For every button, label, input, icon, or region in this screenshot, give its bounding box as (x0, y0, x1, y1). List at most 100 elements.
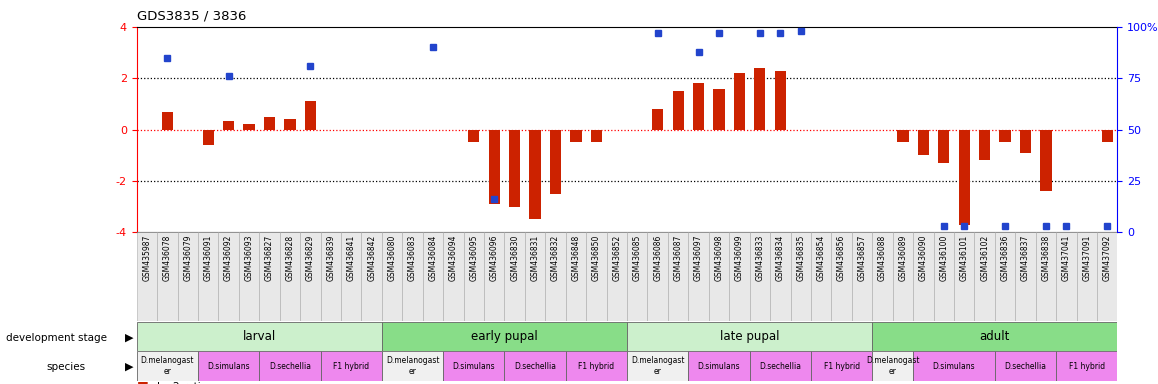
Text: log2 ratio: log2 ratio (157, 382, 207, 384)
Bar (628, 322, 872, 351)
Bar (872, 322, 1117, 351)
Text: GSM436083: GSM436083 (408, 235, 417, 281)
Bar (529, 130, 541, 220)
Text: GSM436831: GSM436831 (530, 235, 540, 281)
Text: GSM436848: GSM436848 (571, 235, 580, 281)
Bar (382, 351, 444, 381)
Bar (484, 232, 505, 321)
Bar (914, 351, 995, 381)
Text: F1 hybrid: F1 hybrid (578, 362, 615, 371)
Bar (586, 232, 607, 321)
Bar (137, 322, 382, 351)
Text: GSM436832: GSM436832 (551, 235, 560, 281)
Bar (749, 351, 811, 381)
Bar (974, 232, 995, 321)
Text: D.simulans: D.simulans (698, 362, 740, 371)
Bar (463, 232, 484, 321)
Text: GSM436099: GSM436099 (735, 235, 743, 281)
Bar (938, 130, 950, 163)
Text: GSM436094: GSM436094 (449, 235, 457, 281)
Bar (713, 89, 725, 130)
Bar (872, 351, 914, 381)
Text: ▶: ▶ (125, 362, 133, 372)
Text: GSM436101: GSM436101 (960, 235, 969, 281)
Bar (444, 351, 505, 381)
Bar (647, 232, 668, 321)
Bar (1056, 351, 1117, 381)
Bar (305, 101, 316, 130)
Bar (239, 232, 259, 321)
Bar (1040, 130, 1051, 191)
Bar (999, 130, 1011, 142)
Text: GSM436089: GSM436089 (899, 235, 908, 281)
Bar (811, 351, 872, 381)
Text: ■: ■ (137, 379, 148, 384)
Bar (775, 71, 786, 130)
Bar (177, 232, 198, 321)
Bar (137, 232, 157, 321)
Bar (468, 130, 479, 142)
Text: GDS3835 / 3836: GDS3835 / 3836 (137, 10, 245, 23)
Bar (709, 232, 730, 321)
Bar (280, 232, 300, 321)
Text: GSM436085: GSM436085 (632, 235, 642, 281)
Text: GSM436093: GSM436093 (244, 235, 254, 281)
Text: GSM436827: GSM436827 (265, 235, 274, 281)
Text: development stage: development stage (6, 333, 107, 343)
Bar (1020, 130, 1031, 153)
Bar (831, 232, 852, 321)
Bar (300, 232, 321, 321)
Text: GSM436835: GSM436835 (797, 235, 805, 281)
Text: GSM436087: GSM436087 (674, 235, 683, 281)
Bar (1077, 232, 1097, 321)
Text: D.melanogast
er: D.melanogast er (386, 356, 439, 376)
Text: GSM436100: GSM436100 (939, 235, 948, 281)
Bar (914, 232, 933, 321)
Bar (995, 351, 1056, 381)
Text: GSM435987: GSM435987 (142, 235, 152, 281)
Bar (692, 83, 704, 130)
Text: GSM436852: GSM436852 (613, 235, 622, 281)
Text: GSM436079: GSM436079 (183, 235, 192, 281)
Bar (954, 232, 974, 321)
Text: GSM436088: GSM436088 (878, 235, 887, 281)
Text: GSM436828: GSM436828 (285, 235, 294, 281)
Bar (668, 232, 688, 321)
Text: GSM436834: GSM436834 (776, 235, 785, 281)
Bar (382, 232, 402, 321)
Text: GSM436080: GSM436080 (388, 235, 396, 281)
Bar (791, 232, 811, 321)
Bar (284, 119, 295, 130)
Bar (505, 351, 566, 381)
Text: GSM436091: GSM436091 (204, 235, 213, 281)
Text: D.sechellia: D.sechellia (760, 362, 801, 371)
Bar (607, 232, 628, 321)
Bar (979, 130, 990, 161)
Bar (162, 112, 173, 130)
Bar (933, 232, 954, 321)
Text: GSM436090: GSM436090 (918, 235, 928, 281)
Text: GSM436092: GSM436092 (225, 235, 233, 281)
Bar (754, 68, 765, 130)
Bar (198, 351, 259, 381)
Bar (402, 232, 423, 321)
Bar (510, 130, 520, 207)
Bar (852, 232, 872, 321)
Bar (157, 232, 177, 321)
Bar (382, 322, 628, 351)
Text: adult: adult (980, 330, 1010, 343)
Bar (243, 124, 255, 130)
Bar (673, 91, 683, 130)
Bar (959, 130, 970, 225)
Bar (688, 351, 749, 381)
Bar (1016, 232, 1035, 321)
Bar (1056, 232, 1077, 321)
Bar (321, 232, 340, 321)
Text: D.melanogast
er: D.melanogast er (631, 356, 684, 376)
Bar (545, 232, 566, 321)
Bar (734, 73, 745, 130)
Bar (770, 232, 791, 321)
Text: GSM436833: GSM436833 (755, 235, 764, 281)
Text: GSM437041: GSM437041 (1062, 235, 1071, 281)
Text: GSM436086: GSM436086 (653, 235, 662, 281)
